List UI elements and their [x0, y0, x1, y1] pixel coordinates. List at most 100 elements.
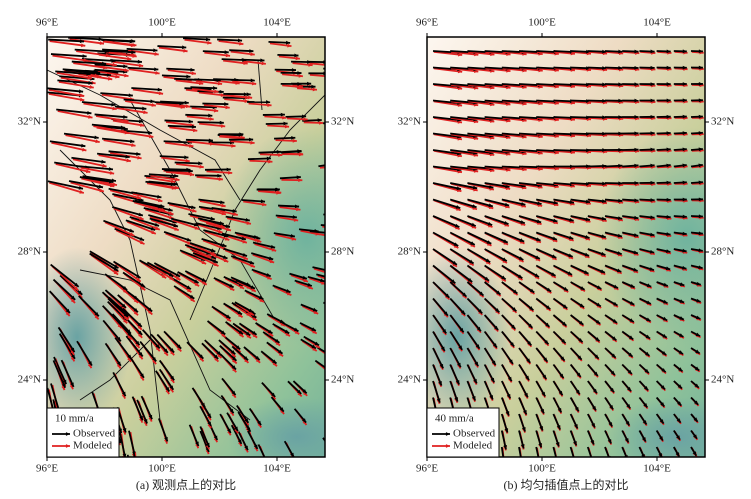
modeled-vector — [485, 67, 511, 73]
modeled-vector-head — [220, 124, 226, 128]
observed-vector — [57, 326, 76, 353]
modeled-vector-head — [326, 369, 330, 373]
observed-vector — [148, 173, 179, 178]
observed-vector-head — [602, 49, 607, 54]
modeled-vector-head — [121, 129, 126, 134]
observed-vector-head — [194, 279, 199, 283]
observed-vector-head — [440, 346, 445, 351]
modeled-vector — [468, 166, 495, 172]
observed-vector-head — [666, 147, 671, 152]
observed-vector-head — [633, 250, 638, 255]
observed-vector-head — [634, 181, 639, 185]
observed-vector-head — [191, 205, 196, 210]
modeled-vector-head — [186, 288, 192, 293]
modeled-vector-head — [251, 81, 257, 86]
modeled-vector-head — [115, 465, 119, 469]
observed-vector-head — [585, 217, 590, 222]
modeled-vector-head — [231, 143, 236, 148]
modeled-vector-head — [250, 140, 255, 145]
modeled-vector-head — [295, 56, 300, 61]
modeled-vector — [311, 231, 325, 237]
observed-vector — [107, 297, 129, 318]
modeled-vector-head — [158, 91, 164, 96]
observed-vector-head — [698, 114, 703, 119]
observed-vector-head — [455, 205, 461, 209]
observed-vector-head — [449, 465, 453, 469]
observed-vector-head — [545, 322, 550, 327]
modeled-vector — [468, 149, 495, 156]
modeled-vector-head — [245, 95, 250, 100]
observed-vector-head — [79, 39, 85, 44]
modeled-vector — [197, 223, 223, 234]
observed-vector-head — [642, 420, 647, 425]
observed-vector-head — [266, 273, 271, 277]
modeled-vector — [114, 262, 142, 283]
observed-vector-head — [475, 344, 480, 349]
lat-label: 28°N — [331, 246, 354, 258]
observed-vector-head — [170, 182, 175, 187]
modeled-vector — [212, 208, 239, 216]
modeled-vector-head — [255, 358, 261, 363]
modeled-vector-head — [328, 271, 332, 275]
observed-vector — [91, 123, 125, 129]
observed-vector-head — [633, 233, 639, 237]
observed-vector-head — [130, 139, 135, 144]
lat-label: 28°N — [398, 246, 421, 258]
modeled-vector-head — [315, 344, 320, 348]
observed-vector-head — [157, 87, 162, 92]
observed-vector-head — [646, 300, 651, 304]
observed-vector — [56, 108, 92, 115]
modeled-vector — [90, 254, 119, 276]
modeled-vector — [145, 176, 176, 183]
lon-label: 100°E — [528, 463, 556, 475]
observed-vector — [112, 371, 127, 397]
modeled-vector-head — [502, 259, 507, 263]
observed-vector — [48, 290, 71, 314]
observed-vector-head — [602, 131, 607, 136]
modeled-vector-head — [109, 183, 115, 188]
observed-vector-head — [693, 417, 698, 422]
observed-vector — [174, 161, 203, 165]
observed-vector-head — [602, 199, 607, 204]
modeled-vector-head — [484, 464, 488, 468]
modeled-vector-head — [154, 52, 159, 56]
modeled-vector-head — [124, 73, 129, 78]
observed-vector-head — [698, 180, 703, 185]
observed-vector-head — [454, 223, 460, 228]
observed-vector-head — [219, 89, 224, 94]
modeled-vector-head — [244, 358, 249, 363]
modeled-vector-head — [158, 208, 164, 212]
observed-vector-head — [294, 53, 299, 58]
modeled-vector — [150, 174, 180, 181]
observed-vector-head — [666, 232, 671, 236]
modeled-vector-head — [129, 232, 135, 236]
observed-vector-head — [616, 268, 622, 273]
modeled-vector-head — [298, 84, 303, 89]
observed-vector-head — [460, 310, 466, 315]
observed-vector-head — [297, 82, 302, 86]
observed-vector-head — [682, 163, 687, 168]
observed-vector-head — [139, 237, 145, 241]
modeled-vector — [468, 100, 495, 106]
observed-vector — [50, 383, 61, 413]
fault — [47, 69, 241, 201]
observed-vector-head — [301, 114, 307, 119]
observed-vector-head — [232, 208, 237, 213]
observed-vector-head — [220, 200, 225, 205]
modeled-vector-head — [228, 170, 233, 175]
observed-vector — [197, 217, 224, 225]
modeled-vector — [204, 230, 230, 241]
observed-vector — [484, 231, 509, 244]
legend-scale: 10 mm/a — [55, 413, 94, 425]
modeled-vector — [324, 303, 325, 306]
modeled-vector-head — [298, 73, 303, 78]
observed-vector-head — [297, 71, 302, 75]
observed-vector-head — [602, 82, 607, 87]
observed-vector-head — [504, 202, 510, 207]
observed-vector — [104, 342, 122, 367]
observed-vector-head — [492, 343, 497, 348]
observed-vector-head — [495, 308, 500, 313]
observed-vector-head — [109, 179, 114, 184]
observed-vector-head — [626, 386, 632, 392]
modeled-vector-head — [303, 278, 308, 283]
